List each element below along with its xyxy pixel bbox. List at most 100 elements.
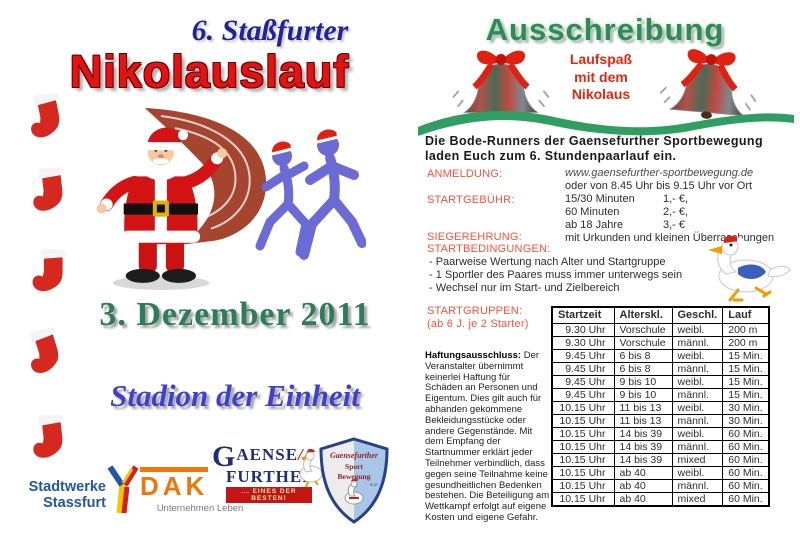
table-cell: Vorschule <box>613 335 673 350</box>
fee-price: 2,- €, <box>663 206 689 218</box>
stocking-icon <box>31 414 66 459</box>
tagline-line1: Laufspaß <box>569 51 633 67</box>
table-cell: 15 Min. <box>722 387 770 402</box>
table-cell: 60 Min. <box>722 478 770 493</box>
stocking-icon <box>26 92 64 139</box>
announcement-header: Ausschreibung <box>485 12 725 47</box>
table-cell: weibl. <box>671 374 724 389</box>
table-cell: weibl. <box>671 400 724 415</box>
tagline-line2: mit dem <box>574 68 628 85</box>
startgruppen-label: STARTGRUPPEN: <box>427 305 523 317</box>
table-cell: ab 40 <box>613 478 673 493</box>
table-cell: 14 bis 39 <box>613 452 673 467</box>
table-cell: 15 Min. <box>722 348 770 363</box>
table-header-cell: Geschl. <box>671 306 724 324</box>
table-cell: weibl. <box>671 426 724 441</box>
gaense-goose-icon <box>299 449 323 488</box>
condition-item: - Paarweise Wertung nach Alter und Start… <box>429 256 666 268</box>
table-cell: 6 bis 8 <box>613 361 673 376</box>
gaense-mark: // <box>298 445 310 464</box>
table-cell: 14 bis 39 <box>613 426 673 441</box>
dak-tagline: Unternehmen Leben <box>156 503 244 514</box>
fee-item: ab 18 Jahre <box>565 219 624 231</box>
fee-item: 15/30 Minuten <box>565 193 635 205</box>
edition-subtitle: 6. Staßfurter <box>191 14 349 47</box>
table-cell: weibl. <box>671 348 724 363</box>
table-cell: 9 bis 10 <box>613 374 673 389</box>
table-cell: weibl. <box>671 322 724 337</box>
sponsor-shield-icon: Gaensefurther Sport Bewegung e.V. <box>319 437 389 524</box>
siegerehrung-value: mit Urkunden und kleinen Überraschungen <box>565 232 775 244</box>
table-cell: 10.15 Uhr <box>551 452 615 467</box>
fee-item: 60 Minuten <box>565 206 620 218</box>
table-cell: 60 Min. <box>722 465 770 480</box>
santa-illustration <box>96 108 267 290</box>
table-head: Startzeit Alterskl. Geschl. Lauf <box>551 306 770 324</box>
wave-divider <box>418 111 794 136</box>
condition-item: - Wechsel nur im Start- und Zielbereich <box>429 282 620 294</box>
table-cell: 10.15 Uhr <box>551 426 615 441</box>
table-cell: ab 40 <box>613 491 673 506</box>
sponsor-gaensefurther: GAENSE// FURTHER ... eines der Besten! <box>212 442 323 503</box>
disclaimer-text: Der Veranstalter übernimmt keinerlei Haf… <box>425 350 550 523</box>
tagline: Laufspaß mit dem Nikolaus <box>542 51 660 104</box>
table-row: 9.45 Uhr 6 bis 8 weibl. 15 Min. <box>551 348 770 363</box>
disclaimer-title: Haftungsausschluss: <box>425 350 522 361</box>
table-row: 10.15 Uhr 11 bis 13 weibl. 30 Min. <box>551 400 770 415</box>
table-cell: 30 Min. <box>722 413 770 428</box>
startgroups-table: Startzeit Alterskl. Geschl. Lauf 9.30 Uhr Vo… <box>551 306 770 507</box>
table-cell: 15 Min. <box>722 361 770 376</box>
table-cell: 14 bis 39 <box>613 439 673 454</box>
event-date: 3. Dezember 2011 <box>99 296 371 333</box>
table-cell: mixed <box>671 491 724 506</box>
tagline-line3: Nikolaus <box>571 86 631 102</box>
table-cell: 9.45 Uhr <box>551 361 615 376</box>
table-cell: 10.15 Uhr <box>551 439 615 454</box>
table-row: 9.30 Uhr Vorschule weibl. 200 m <box>551 322 770 337</box>
table-row: 10.15 Uhr ab 40 mixed 60 Min. <box>551 491 770 506</box>
shield-suffix: e.V. <box>370 482 378 487</box>
startgebuehr-label: STARTGEBÜHR: <box>427 194 515 206</box>
table-cell: männl. <box>671 478 724 493</box>
disclaimer: Haftungsausschluss: Der Veranstalter übe… <box>425 350 550 524</box>
gaense-banner: ... eines der Besten! <box>226 487 312 503</box>
table-cell: ab 40 <box>613 465 673 480</box>
table-row: 9.45 Uhr 9 bis 10 weibl. 15 Min. <box>551 374 770 389</box>
table-cell: 200 m <box>722 322 770 337</box>
table-cell: männl. <box>671 335 724 350</box>
table-cell: 60 Min. <box>722 426 770 441</box>
table-row: 10.15 Uhr ab 40 weibl. 60 Min. <box>551 465 770 480</box>
table-header-cell: Lauf <box>722 306 770 324</box>
dak-bar <box>140 467 208 472</box>
goose-mascot-icon <box>708 236 791 302</box>
table-cell: 60 Min. <box>722 491 770 506</box>
table-cell: männl. <box>671 361 724 376</box>
table-cell: 9.45 Uhr <box>551 387 615 402</box>
table-cell: 10.15 Uhr <box>551 491 615 506</box>
table-cell: 11 bis 13 <box>613 400 673 415</box>
table-body: 9.30 Uhr Vorschule weibl. 200 m 9.30 Uhr Vors… <box>551 322 770 506</box>
table-header-cell: Startzeit <box>551 306 615 324</box>
intro-text: Die Bode-Runners der Gaensefurther Sport… <box>425 134 795 164</box>
table-row: 10.15 Uhr 14 bis 39 mixed 60 Min. <box>551 452 770 467</box>
table-cell: weibl. <box>671 465 724 480</box>
table-row: 9.45 Uhr 9 bis 10 männl. 15 Min. <box>551 387 770 402</box>
left-panel: 6. Staßfurter Nikolauslauf <box>23 14 389 524</box>
gaense-word1: AENSE <box>236 445 299 464</box>
intro-line2: laden Euch zum 6. Stundenpaarlauf ein. <box>425 149 677 163</box>
shield-line1: Sport <box>345 462 363 471</box>
table-cell: 9 bis 10 <box>613 387 673 402</box>
table-cell: 9.30 Uhr <box>551 322 615 337</box>
table-row: 10.15 Uhr 14 bis 39 männl. 60 Min. <box>551 439 770 454</box>
table-cell: 10.15 Uhr <box>551 413 615 428</box>
table-cell: 11 bis 13 <box>613 413 673 428</box>
anmeldung-website: www.gaensefurther-sportbewegung.de <box>565 167 754 179</box>
table-row: 9.30 Uhr Vorschule männl. 200 m <box>551 335 770 350</box>
startgruppen-note: (ab 6 J. je 2 Starter) <box>427 318 529 330</box>
table-cell: 200 m <box>722 335 770 350</box>
table-cell: 9.45 Uhr <box>551 348 615 363</box>
anmeldung-alt: oder von 8.45 Uhr bis 9.15 Uhr vor Ort <box>565 180 753 192</box>
table-cell: 10.15 Uhr <box>551 478 615 493</box>
table-cell: 30 Min. <box>722 400 770 415</box>
